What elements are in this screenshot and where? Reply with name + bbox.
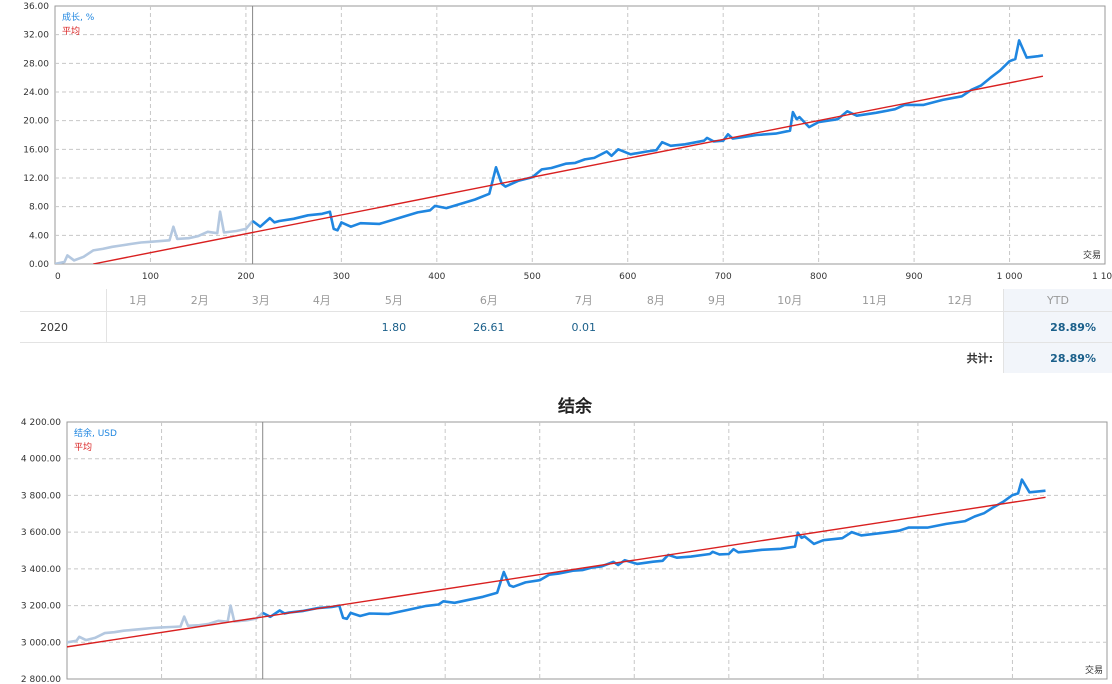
x-tick-label: 700 (715, 272, 732, 282)
legend-series: 结余, USD (74, 427, 117, 439)
x-axis-label: 交易 (1083, 249, 1101, 261)
x-tick-label: 100 (142, 272, 159, 282)
series-group (55, 39, 1044, 264)
month-header: 6月 (435, 289, 543, 312)
month-header-row: 1月 2月 3月 4月 5月 6月 7月 8月 9月 10月 11月 12月 Y… (20, 289, 1112, 312)
month-value: 1.80 (352, 311, 436, 343)
y-tick-label: 32.00 (23, 31, 49, 41)
year-label: 2020 (20, 311, 107, 343)
month-value (686, 311, 748, 343)
x-tick-label: 900 (905, 272, 922, 282)
month-header: 7月 (542, 289, 626, 312)
balance-chart: 2 800.00 3 000.00 3 200.00 3 400.00 3 600.00… (21, 418, 1108, 684)
y-tick-label: 2 800.00 (21, 675, 61, 684)
year-row: 2020 1.80 26.61 0.01 28.89% (20, 311, 1112, 343)
x-tick-label: 400 (428, 272, 445, 282)
month-header: 5月 (352, 289, 436, 312)
total-value: 28.89% (1003, 342, 1112, 373)
y-tick-label: 3 400.00 (21, 565, 61, 575)
ytd-value: 28.89% (1003, 311, 1112, 343)
month-value (106, 311, 170, 343)
month-value (832, 311, 917, 343)
x-tick-label: 1 100 (1092, 272, 1112, 282)
legend-average: 平均 (62, 25, 80, 37)
month-header: 12月 (916, 289, 1004, 312)
ytd-header: YTD (1003, 289, 1112, 312)
y-tick-label: 24.00 (23, 88, 49, 98)
month-value (230, 311, 292, 343)
y-tick-label: 4 200.00 (21, 418, 61, 428)
plot-area (54, 5, 1106, 265)
month-header: 2月 (169, 289, 231, 312)
monthly-returns-table: 1月 2月 3月 4月 5月 6月 7月 8月 9月 10月 11月 12月 Y… (20, 289, 1112, 373)
month-header: 8月 (625, 289, 687, 312)
balance-chart-title: 结余 (558, 397, 592, 417)
series-line-history (67, 604, 264, 644)
series-line (251, 39, 1044, 232)
month-header: 9月 (686, 289, 748, 312)
y-tick-label: 4 000.00 (21, 455, 61, 465)
total-row: 共计: 28.89% (20, 342, 1112, 373)
legend-average: 平均 (74, 441, 92, 453)
series-line-history (55, 210, 254, 264)
y-tick-label: 3 000.00 (21, 638, 61, 648)
y-tick-label: 36.00 (23, 2, 49, 12)
growth-chart: 0.00 4.00 8.00 12.00 16.00 20.00 24.00 28.00 32.… (23, 2, 1112, 282)
month-value: 0.01 (542, 311, 626, 343)
month-header: 10月 (747, 289, 833, 312)
month-value (169, 311, 231, 343)
x-tick-label: 800 (810, 272, 827, 282)
x-tick-label: 200 (237, 272, 254, 282)
y-tick-label: 20.00 (23, 117, 49, 127)
month-header: 4月 (291, 289, 353, 312)
y-tick-label: 28.00 (23, 59, 49, 69)
series-line (262, 478, 1046, 621)
y-tick-label: 0.00 (29, 260, 49, 270)
month-header: 11月 (832, 289, 917, 312)
month-value (916, 311, 1004, 343)
y-tick-label: 3 800.00 (21, 491, 61, 501)
y-tick-label: 12.00 (23, 174, 49, 184)
average-line (93, 75, 1044, 264)
average-line (67, 496, 1046, 648)
y-tick-label: 3 600.00 (21, 528, 61, 538)
x-tick-label: 1 000 (997, 272, 1023, 282)
y-tick-label: 16.00 (23, 145, 49, 155)
month-header: 1月 (106, 289, 170, 312)
month-value (747, 311, 833, 343)
month-value (625, 311, 687, 343)
plot-area (66, 421, 1108, 680)
series-group (67, 478, 1046, 648)
legend-series: 成长, % (62, 11, 95, 23)
y-tick-label: 4.00 (29, 231, 49, 241)
x-tick-label: 500 (524, 272, 541, 282)
x-axis-label: 交易 (1085, 664, 1103, 676)
x-tick-label: 600 (619, 272, 636, 282)
month-header: 3月 (230, 289, 292, 312)
x-tick-label: 300 (333, 272, 350, 282)
month-value: 26.61 (435, 311, 543, 343)
total-label: 共计: (966, 352, 993, 365)
x-tick-label: 0 (55, 272, 61, 282)
y-tick-label: 8.00 (29, 203, 49, 213)
month-value (291, 311, 353, 343)
y-tick-label: 3 200.00 (21, 602, 61, 612)
